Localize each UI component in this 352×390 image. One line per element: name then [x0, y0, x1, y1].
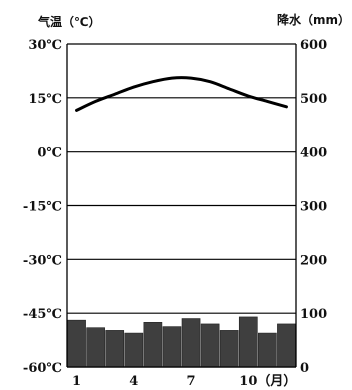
month-tick-label: 10（月） [239, 373, 296, 389]
temperature-tick-label: -60℃ [23, 361, 62, 376]
axes [66, 44, 297, 368]
grid-lines [67, 43, 296, 368]
precipitation-bar [86, 327, 105, 368]
temperature-curve [75, 76, 288, 112]
precipitation-bar [238, 316, 258, 368]
month-tick-label: 4 [129, 374, 138, 389]
precipitation-bar [200, 323, 220, 368]
precipitation-bar [162, 326, 182, 368]
temperature-tick-label: -30℃ [23, 253, 62, 268]
precipitation-tick-label: 300 [300, 200, 327, 215]
temperature-tick-label: 30℃ [28, 38, 62, 53]
precipitation-bar [277, 323, 296, 368]
temperature-line [75, 76, 288, 112]
precipitation-bar [105, 330, 125, 368]
precipitation-tick-label: 200 [300, 253, 327, 268]
precipitation-bar [67, 319, 86, 368]
month-tick-label: 7 [187, 374, 196, 389]
axis-labels: 30℃ 15℃ 0℃ -15℃ -30℃ -45℃ -60℃ 600 500 400 300 200 1… [23, 12, 350, 389]
precipitation-axis-title: 降水（mm） [277, 12, 350, 27]
temperature-tick-label: 15℃ [28, 92, 62, 107]
precipitation-bar [124, 332, 144, 368]
precipitation-tick-label: 400 [300, 146, 327, 161]
temperature-tick-label: -15℃ [23, 200, 62, 215]
precipitation-tick-label: 500 [300, 92, 327, 107]
precipitation-tick-label: 600 [300, 38, 327, 53]
precipitation-bar [181, 318, 201, 368]
temperature-tick-label: 0℃ [37, 146, 62, 161]
temperature-axis-title: 气温（℃） [37, 14, 101, 29]
precipitation-tick-label: 100 [300, 307, 327, 322]
precipitation-bar [258, 332, 277, 368]
precipitation-bar [219, 330, 239, 368]
precipitation-tick-label: 0 [300, 361, 309, 376]
precipitation-bars [67, 316, 296, 368]
precipitation-bar [143, 322, 163, 368]
temperature-tick-label: -45℃ [23, 307, 62, 322]
month-tick-label: 1 [72, 374, 81, 389]
